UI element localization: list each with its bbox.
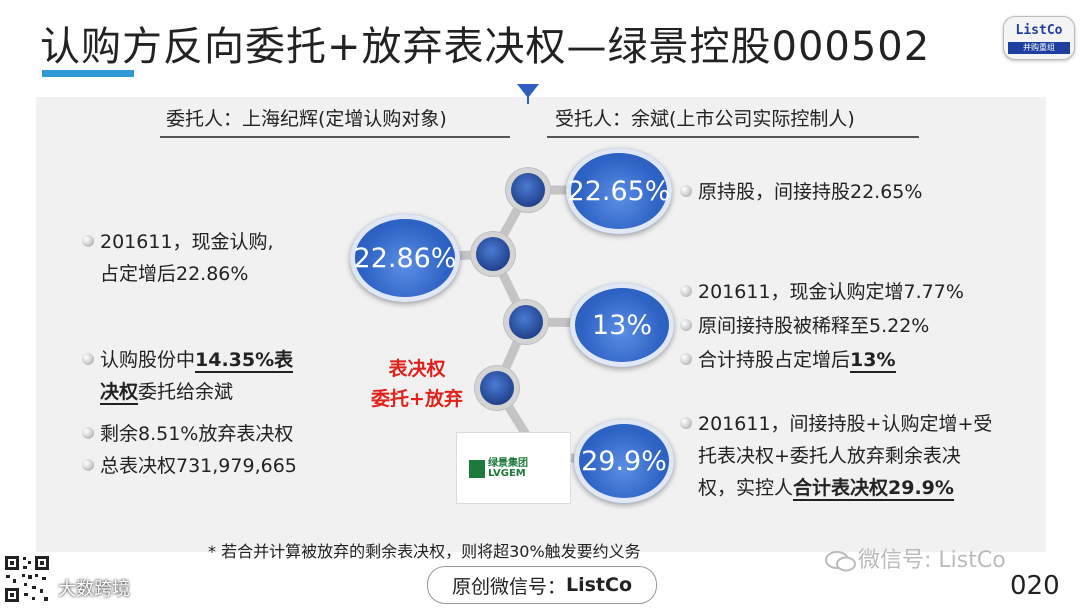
- down-arrow-icon: [517, 84, 539, 98]
- lvgem-logo: 绿景集团 LVGEM: [456, 432, 571, 504]
- circle-13: 13%: [570, 283, 674, 367]
- right-bullet-1-text: 原持股，间接持股22.65%: [698, 181, 923, 203]
- right-bullet-3-text: 原间接持股被稀释至5.22%: [698, 315, 930, 337]
- lvgem-en: LVGEM: [488, 468, 526, 479]
- listco-logo: ListCo 并购重组: [1003, 16, 1075, 60]
- principal-header-underline: [160, 136, 510, 138]
- logo-subtext: 并购重组: [1008, 42, 1070, 54]
- footnote: * 若合并计算被放弃的剩余表决权，则将超30%触发要约义务: [208, 542, 641, 561]
- qr-code-icon: [2, 553, 52, 605]
- wechat-watermark: 微信号: ListCo: [824, 542, 1006, 574]
- original-id: ListCo: [566, 574, 633, 596]
- page-number: 020: [1010, 571, 1060, 601]
- left-bullet-2-bold1: 14.35%表: [195, 349, 294, 373]
- agent-header: 受托人：余斌(上市公司实际控制人): [555, 108, 855, 130]
- left-bullet-2-bold2: 决权: [100, 381, 139, 405]
- right-bullet-5: 201611，间接持股+认购定增+受 托表决权+委托人放弃剩余表决 权，实控人合…: [680, 408, 992, 504]
- node-1: [511, 173, 545, 207]
- right-bullet-4-pre: 合计持股占定增后: [698, 349, 851, 371]
- wechat-icon: [825, 551, 856, 572]
- right-bullet-5-line2: 托表决权+委托人放弃剩余表决: [698, 445, 961, 467]
- node-4: [480, 371, 514, 405]
- bullet-dot-icon: [680, 416, 692, 429]
- left-bullet-3: 剩余8.51%放弃表决权: [82, 418, 293, 450]
- left-bullet-4-text: 总表决权731,979,665: [100, 455, 297, 477]
- bullet-dot-icon: [82, 234, 94, 247]
- corner-watermark: 大数跨境: [58, 579, 130, 600]
- title-accent-bar: [42, 70, 134, 77]
- right-bullet-4-bold: 13%: [850, 349, 896, 373]
- left-bullet-4: 总表决权731,979,665: [82, 450, 297, 482]
- node-3: [509, 305, 543, 339]
- left-bullet-1: 201611，现金认购, 占定增后22.86%: [82, 226, 274, 290]
- bullet-dot-icon: [680, 318, 692, 331]
- circle-22-86: 22.86%: [350, 214, 460, 302]
- left-bullet-2-pre: 认购股份中: [100, 349, 196, 371]
- right-bullet-3: 原间接持股被稀释至5.22%: [680, 310, 929, 342]
- original-account-badge: 原创微信号： ListCo: [427, 566, 657, 604]
- left-bullet-3-text: 剩余8.51%放弃表决权: [100, 423, 294, 445]
- right-bullet-2: 201611，现金认购定增7.77%: [680, 276, 964, 308]
- page-title: 认购方反向委托+放弃表决权—绿景控股000502: [40, 24, 931, 70]
- right-bullet-2-text: 201611，现金认购定增7.77%: [698, 281, 964, 303]
- wechat-watermark-text: 微信号: ListCo: [858, 548, 1006, 573]
- node-2: [476, 237, 510, 271]
- bullet-dot-icon: [680, 184, 692, 197]
- red-label-line1: 表决权: [388, 358, 446, 380]
- agent-header-underline: [547, 136, 919, 138]
- bullet-dot-icon: [82, 458, 94, 471]
- lvgem-mark-icon: [469, 460, 485, 478]
- left-bullet-1-line2: 占定增后22.86%: [100, 263, 249, 285]
- circle-22-65: 22.65%: [566, 148, 672, 234]
- lvgem-cn: 绿景集团: [488, 458, 528, 469]
- left-bullet-2-post: 委托给余斌: [138, 381, 234, 403]
- circle-29-9: 29.9%: [574, 419, 674, 503]
- logo-text: ListCo: [1015, 23, 1063, 38]
- right-bullet-1: 原持股，间接持股22.65%: [680, 176, 922, 208]
- original-label: 原创微信号：: [451, 575, 566, 598]
- right-bullet-4: 合计持股占定增后13%: [680, 344, 896, 376]
- right-bullet-5-line3-bold: 合计表决权29.9%: [793, 477, 954, 501]
- left-bullet-1-line1: 201611，现金认购,: [100, 231, 274, 253]
- right-bullet-5-line1: 201611，间接持股+认购定增+受: [698, 413, 993, 435]
- voting-delegation-label: 表决权 委托+放弃: [352, 354, 482, 414]
- right-bullet-5-line3-pre: 权，实控人: [698, 477, 794, 499]
- bullet-dot-icon: [82, 426, 94, 439]
- bullet-dot-icon: [680, 352, 692, 365]
- bullet-dot-icon: [82, 352, 94, 365]
- red-label-line2: 委托+放弃: [371, 388, 463, 410]
- bullet-dot-icon: [680, 284, 692, 297]
- left-bullet-2: 认购股份中14.35%表 决权委托给余斌: [82, 344, 294, 408]
- principal-header: 委托人：上海纪辉(定增认购对象): [166, 108, 447, 130]
